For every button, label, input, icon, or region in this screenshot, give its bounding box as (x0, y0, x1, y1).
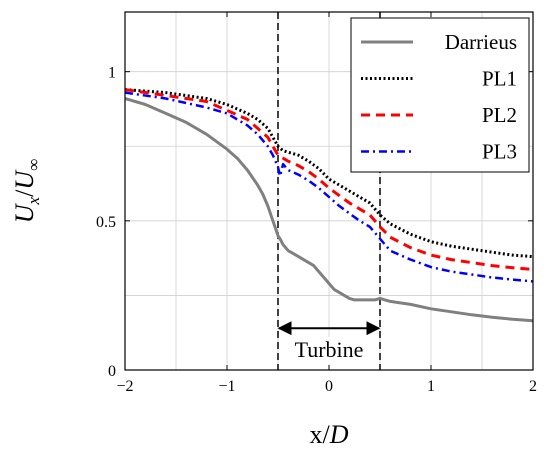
x-tick-label: 0 (325, 378, 333, 395)
x-tick-label: 1 (427, 378, 435, 395)
series-line-pl3 (125, 91, 533, 283)
y-tick-label: 1 (108, 65, 116, 82)
series-line-darrieus (125, 97, 533, 323)
legend-box (350, 17, 530, 173)
x-tick-label: −2 (116, 378, 133, 395)
turbine-annotation: Turbine (277, 321, 381, 365)
legend-label-pl2: PL2 (482, 103, 517, 127)
axis-ticks: −2 −1 0 1 2 0 0.5 1 (96, 12, 537, 395)
x-tick-label: 2 (529, 378, 537, 395)
y-tick-label: 0.5 (96, 214, 116, 231)
y-axis-label: Ux/U∞ (10, 159, 43, 223)
turbine-label: Turbine (295, 337, 364, 362)
turbine-label-background (282, 337, 376, 365)
legend-label-pl3: PL3 (482, 140, 517, 164)
series-layer (125, 88, 533, 323)
series-line-pl1 (125, 88, 533, 259)
y-tick-label: 0 (108, 363, 116, 380)
series-line-pl2 (125, 88, 533, 271)
x-tick-label: −1 (218, 378, 235, 395)
legend: Darrieus PL1 PL2 PL3 (350, 17, 530, 173)
x-axis-label: x/D (309, 420, 348, 449)
legend-label-pl1: PL1 (482, 67, 517, 91)
legend-label-darrieus: Darrieus (445, 30, 517, 54)
